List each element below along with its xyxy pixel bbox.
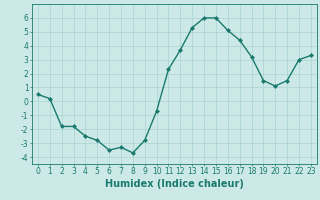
X-axis label: Humidex (Indice chaleur): Humidex (Indice chaleur) [105,179,244,189]
